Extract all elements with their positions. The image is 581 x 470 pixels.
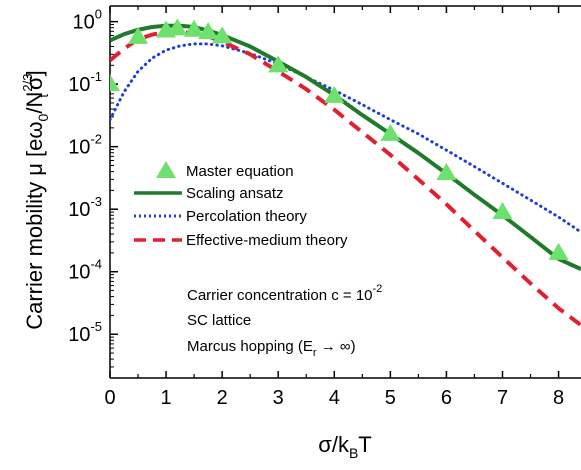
data-point-master-equation bbox=[198, 22, 219, 40]
x-tick-label: 3 bbox=[273, 387, 284, 409]
annotation-block: Carrier concentration c = 10-2 SC lattic… bbox=[187, 283, 382, 359]
data-point-master-equation bbox=[436, 162, 457, 180]
x-axis-label: σ/kBT bbox=[318, 432, 372, 461]
annotation-lattice: SC lattice bbox=[187, 312, 251, 329]
legend-label: Scaling ansatz bbox=[186, 185, 284, 202]
x-tick-label: 5 bbox=[385, 387, 396, 409]
annotation-concentration: Carrier concentration c = 10-2 bbox=[187, 283, 382, 304]
y-tick-label: 10-3 bbox=[68, 194, 102, 221]
series-line-effective-medium-theory bbox=[110, 29, 581, 327]
legend-entry-scaling-ansatz: Scaling ansatz bbox=[134, 185, 284, 202]
legend-label: Master equation bbox=[186, 163, 294, 180]
legend: Master equation Scaling ansatz Percolati… bbox=[134, 161, 348, 249]
x-tick-label: 1 bbox=[161, 387, 172, 409]
x-tick-label: 2 bbox=[217, 387, 228, 409]
data-point-master-equation bbox=[212, 26, 233, 44]
legend-label: Effective-medium theory bbox=[186, 232, 348, 249]
data-point-master-equation bbox=[380, 123, 401, 141]
data-point-master-equation bbox=[184, 19, 205, 37]
y-tick-label: 10-1 bbox=[68, 69, 102, 96]
data-point-master-equation bbox=[324, 85, 345, 103]
series-layer bbox=[110, 18, 581, 327]
x-tick-label: 6 bbox=[441, 387, 452, 409]
legend-triangle-marker bbox=[156, 161, 176, 178]
data-point-master-equation bbox=[492, 202, 513, 220]
series-line-percolation-theory bbox=[110, 42, 581, 234]
x-tick-label: 0 bbox=[104, 387, 115, 409]
x-tick-label: 4 bbox=[329, 387, 340, 409]
x-tick-label: 8 bbox=[553, 387, 564, 409]
series-line-scaling-ansatz bbox=[110, 23, 581, 271]
legend-label: Percolation theory bbox=[186, 208, 307, 225]
y-axis-label: Carrier mobility μ [eω0/N2/3tσ] bbox=[20, 70, 51, 330]
legend-entry-percolation-theory: Percolation theory bbox=[134, 208, 307, 225]
y-tick-label: 100 bbox=[73, 7, 102, 34]
legend-entry-master-equation: Master equation bbox=[156, 161, 294, 180]
data-point-master-equation bbox=[110, 74, 120, 92]
annotation-hopping: Marcus hopping (Er → ∞) bbox=[187, 338, 356, 359]
x-tick-label: 7 bbox=[497, 387, 508, 409]
data-point-master-equation bbox=[128, 26, 149, 44]
legend-entry-effective-medium-theory: Effective-medium theory bbox=[134, 232, 348, 249]
y-tick-label: 10-2 bbox=[68, 132, 102, 159]
y-tick-label: 10-5 bbox=[68, 319, 102, 346]
y-tick-label: 10-4 bbox=[68, 257, 102, 284]
x-axis: 0 1 2 3 4 5 6 7 8 bbox=[104, 6, 564, 409]
data-point-master-equation bbox=[268, 55, 289, 73]
data-point-master-equation bbox=[167, 18, 188, 36]
y-axis: 100 10-1 10-2 10-3 10-4 10-5 bbox=[68, 7, 118, 379]
data-point-master-equation bbox=[548, 242, 569, 260]
